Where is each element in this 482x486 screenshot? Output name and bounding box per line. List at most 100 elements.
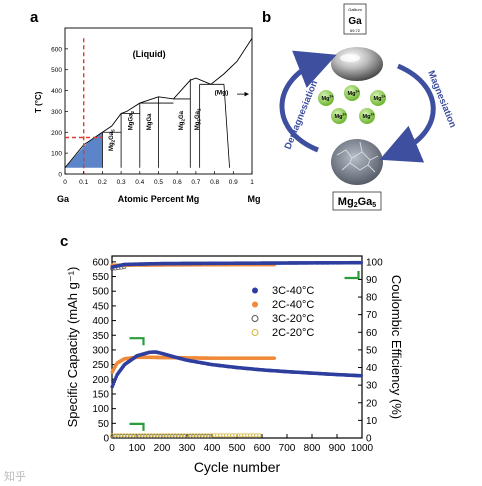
right-element-label: Mg xyxy=(248,194,261,204)
efficiency-ytick-label: 20 xyxy=(366,398,378,409)
phase-ytick-label: 500 xyxy=(51,67,62,74)
phase-ytick-label: 400 xyxy=(51,88,62,95)
legend-label: 2C-20°C xyxy=(272,327,314,339)
shaded-region xyxy=(65,132,103,168)
phase-xtick-label: 0.8 xyxy=(210,179,219,186)
capacity-ytick-label: 0 xyxy=(103,434,109,445)
capacity-ytick-label: 400 xyxy=(92,316,109,327)
mg-ion-label: Mg2+ xyxy=(348,90,360,98)
magnesiation-schematic-panel: b Gallium Ga 69.72 Mg2+ Mg2+ Mg2+ Mg2+ Mg2+ … xyxy=(262,3,458,211)
mg-ion-label: Mg2+ xyxy=(363,113,375,121)
watermark: 知乎 xyxy=(4,469,26,483)
series-0 xyxy=(110,260,364,389)
cycling-chart-panel: c 0 100 200 300 400 500 600 700 800 900 1000050100… xyxy=(60,233,404,475)
legend-label: 3C-20°C xyxy=(272,313,314,325)
phase-xtick-label: 0.6 xyxy=(173,179,182,186)
compound-phase-label: Mg2Ga5 xyxy=(109,129,116,151)
phase-ytick-label: 300 xyxy=(51,109,62,116)
legend-marker xyxy=(251,329,259,336)
panel-label-b: b xyxy=(262,9,271,26)
phase-xtick-label: 0.5 xyxy=(154,179,163,186)
legend-marker xyxy=(252,287,258,294)
magnesiation-arrow xyxy=(379,63,436,163)
cycle-xtick-label: 200 xyxy=(154,443,171,454)
cycle-xtick-label: 1000 xyxy=(351,443,374,454)
product-formula: Mg2Ga5 xyxy=(338,196,376,209)
cycle-xtick-label: 500 xyxy=(229,443,246,454)
cycle-xtick-label: 900 xyxy=(329,443,346,454)
demagnesiation-arrow xyxy=(279,50,337,153)
legend-marker xyxy=(251,315,259,322)
tile-name: Gallium xyxy=(348,7,362,12)
phase-xtick-label: 0 xyxy=(63,179,67,186)
phase-ylabel: T (°C) xyxy=(34,91,43,113)
efficiency-ytick-label: 60 xyxy=(366,328,378,339)
capacity-ytick-label: 300 xyxy=(92,345,109,356)
mg2ga5-particle xyxy=(331,139,383,185)
liquid-region-label: (Liquid) xyxy=(133,49,166,59)
mg-ion xyxy=(331,108,347,124)
mg-ion xyxy=(344,85,360,101)
tile-symbol: Ga xyxy=(348,16,362,27)
phase-ytick-label: 0 xyxy=(58,172,62,179)
efficiency-ytick-label: 90 xyxy=(366,275,378,286)
compound-phase-label: MgGa xyxy=(147,113,153,130)
phase-ytick-label: 200 xyxy=(51,130,62,137)
capacity-ytick-label: 50 xyxy=(98,419,110,430)
chart-legend: 3C-40°C 2C-40°C 3C-20°C 2C-20°C xyxy=(251,285,314,339)
cycle-xtick-label: 100 xyxy=(129,443,146,454)
cycle-xtick-label: 0 xyxy=(109,443,115,454)
phase-diagram-panel: a 0 0.1 0.2 0.3 0.4 0.5 0.6 0.7 0.8 0.9 1 0 100 200 30… xyxy=(30,9,261,204)
efficiency-ytick-label: 70 xyxy=(366,310,378,321)
capacity-point xyxy=(257,433,262,438)
phase-xtick-label: 1 xyxy=(250,179,254,186)
product-label-box: Mg2Ga5 xyxy=(332,191,382,211)
cycle-xtick-label: 400 xyxy=(204,443,221,454)
tile-mass: 69.72 xyxy=(350,28,361,33)
efficiency-point xyxy=(359,260,364,265)
capacity-ytick-label: 350 xyxy=(92,331,109,342)
axis-indicator-bracket xyxy=(129,422,145,431)
capacity-point xyxy=(359,373,364,378)
mg-solid-label: (Mg) xyxy=(215,90,229,97)
phase-ytick-label: 100 xyxy=(51,151,62,158)
cycle-xtick-label: 300 xyxy=(179,443,196,454)
left-element-label: Ga xyxy=(57,194,70,204)
efficiency-ytick-label: 50 xyxy=(366,345,378,356)
panel-label-a: a xyxy=(30,9,39,26)
efficiency-ytick-label: 0 xyxy=(366,434,372,445)
capacity-ytick-label: 200 xyxy=(92,375,109,386)
phase-xtick-label: 0.9 xyxy=(229,179,238,186)
axis-indicator-bracket xyxy=(129,337,145,346)
legend-marker xyxy=(252,301,258,308)
efficiency-ytick-label: 30 xyxy=(366,381,378,392)
phase-xlabel: Atomic Percent Mg xyxy=(118,194,200,204)
mg-ion xyxy=(318,90,334,106)
capacity-ytick-label: 500 xyxy=(92,287,109,298)
cycle-xtick-label: 700 xyxy=(279,443,296,454)
compound-phase-label: Mg2Ga xyxy=(179,110,186,130)
capacity-ytick-label: 550 xyxy=(92,272,109,283)
legend-label: 2C-40°C xyxy=(272,299,314,311)
capacity-ytick-label: 250 xyxy=(92,360,109,371)
capacity-ylabel: Specific Capacity (mAh g⁻¹) xyxy=(65,267,80,428)
mg-ions-group: Mg2+ Mg2+ Mg2+ Mg2+ Mg2+ xyxy=(318,85,386,124)
compound-phase-label: Mg5Ga2 xyxy=(195,108,202,130)
efficiency-ylabel: Coulombic Efficiency (%) xyxy=(389,275,404,419)
legend-label: 3C-40°C xyxy=(272,285,314,297)
cycle-xtick-label: 600 xyxy=(254,443,271,454)
phase-xtick-label: 0.2 xyxy=(98,179,107,186)
mg-ion xyxy=(359,108,375,124)
capacity-point xyxy=(272,356,277,360)
phase-xtick-label: 0.7 xyxy=(191,179,200,186)
phase-ytick-label: 600 xyxy=(51,46,62,53)
phase-xtick-label: 0.4 xyxy=(135,179,144,186)
capacity-ytick-label: 100 xyxy=(92,404,109,415)
efficiency-ytick-label: 10 xyxy=(366,416,378,427)
phase-xtick-label: 0.3 xyxy=(117,179,126,186)
capacity-ytick-label: 450 xyxy=(92,301,109,312)
cycle-xlabel: Cycle number xyxy=(194,459,281,475)
mg-ion-label: Mg2+ xyxy=(374,95,386,103)
efficiency-ytick-label: 40 xyxy=(366,363,378,374)
